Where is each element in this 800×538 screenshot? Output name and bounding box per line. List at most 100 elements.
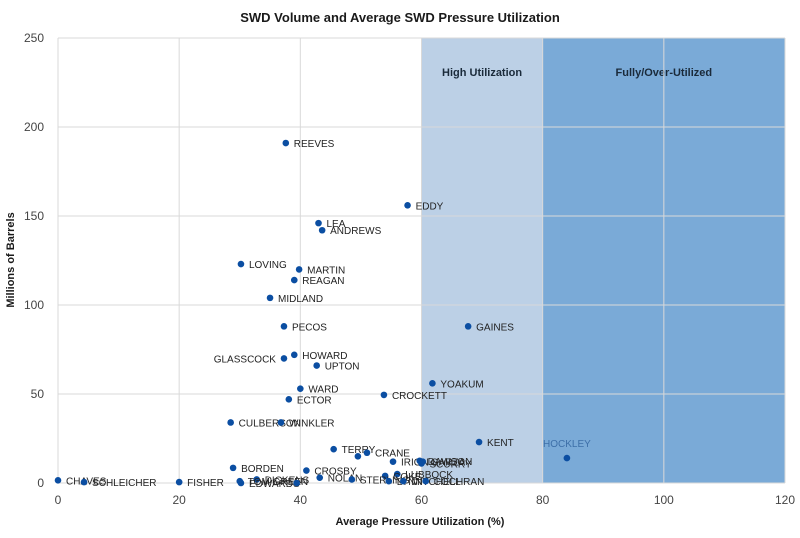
point-label: BORDEN — [241, 464, 284, 475]
data-point — [393, 470, 401, 478]
point-label: ECTOR — [297, 395, 332, 406]
data-point — [418, 460, 425, 467]
data-point — [389, 458, 397, 465]
point-label: HOWARD — [302, 351, 347, 362]
data-point — [318, 226, 326, 234]
point-label: SCHLEICHER — [92, 478, 156, 489]
x-tick-label: 40 — [294, 493, 308, 507]
data-point — [563, 454, 571, 462]
data-point — [175, 478, 183, 486]
point-label: MIDLAND — [278, 294, 323, 305]
data-point — [400, 477, 407, 485]
y-tick-label: 150 — [24, 209, 44, 223]
data-point — [237, 260, 245, 268]
y-tick-label: 100 — [24, 298, 44, 312]
point-label: KENT — [487, 438, 514, 449]
data-point — [380, 391, 388, 399]
point-label: DICKENS — [265, 475, 310, 486]
data-point — [464, 323, 472, 330]
point-label: UPTON — [325, 362, 360, 373]
data-point — [229, 464, 237, 472]
point-label: CULBERSON — [239, 418, 301, 429]
x-axis-title: Average Pressure Utilization (%) — [336, 516, 505, 528]
data-point — [381, 472, 389, 480]
point-label: IRION — [401, 458, 429, 469]
point-label: CROCKETT — [392, 391, 447, 402]
point-label: STERLING — [360, 475, 410, 486]
data-point — [227, 419, 234, 426]
point-label: REEVES — [294, 139, 335, 150]
point-label: FISHER — [187, 478, 224, 489]
data-point — [280, 323, 288, 330]
point-label: TERRY — [342, 445, 376, 456]
chart-title: SWD Volume and Average SWD Pressure Util… — [240, 10, 560, 25]
data-point — [315, 219, 322, 227]
y-tick-label: 250 — [24, 31, 44, 45]
x-tick-label: 100 — [654, 493, 674, 507]
data-point — [290, 276, 298, 284]
point-label: MARTIN — [307, 265, 345, 276]
point-label: YOAKUM — [440, 379, 483, 390]
data-point — [290, 351, 298, 359]
data-point — [354, 453, 362, 460]
point-label: NOLAN — [328, 474, 362, 485]
data-point — [385, 477, 393, 485]
zone-0 — [421, 38, 543, 483]
y-tick-label: 200 — [24, 120, 44, 134]
point-label: HOCKLEY — [543, 439, 591, 450]
data-point — [313, 362, 320, 369]
data-point — [280, 355, 288, 362]
x-tick-label: 60 — [415, 493, 429, 507]
data-point — [237, 479, 245, 487]
point-label: LUBBOCK — [405, 470, 453, 481]
data-point — [404, 202, 411, 209]
data-point — [429, 380, 436, 387]
x-tick-label: 20 — [172, 493, 186, 507]
point-label: TOM GREEN — [248, 477, 308, 488]
data-point — [54, 477, 62, 484]
data-point — [330, 445, 337, 453]
x-tick-label: 80 — [536, 493, 550, 507]
point-label: ANDREWS — [330, 226, 381, 237]
point-label: MITCHELL — [411, 477, 461, 488]
point-label: COKE — [393, 472, 422, 483]
data-point — [277, 419, 285, 426]
point-label: EDDY — [416, 201, 444, 212]
point-label: PECOS — [292, 322, 327, 333]
point-label: GARZA — [431, 458, 466, 469]
data-point — [295, 266, 303, 273]
data-point — [316, 474, 324, 481]
data-point — [348, 476, 356, 483]
data-point — [303, 467, 310, 474]
data-point — [475, 438, 483, 446]
point-label: EDWARDS — [249, 479, 300, 490]
data-point — [253, 476, 261, 483]
data-point — [282, 139, 290, 147]
y-tick-label: 50 — [31, 387, 45, 401]
point-label: CRANE — [375, 449, 410, 460]
point-label: DAWSON — [428, 457, 473, 468]
point-label: LYNN — [397, 477, 423, 488]
y-tick-label: 0 — [37, 476, 44, 490]
point-label: WARD — [308, 385, 338, 396]
point-label: WINKLER — [289, 418, 335, 429]
point-label: GAINES — [476, 322, 514, 333]
data-point — [422, 477, 430, 485]
x-tick-label: 120 — [775, 493, 795, 507]
point-label: SCURRY — [430, 459, 472, 470]
point-label: COCHRAN — [434, 477, 485, 488]
data-point — [285, 396, 293, 403]
data-point — [293, 479, 300, 487]
data-point — [297, 385, 304, 392]
data-point — [80, 478, 88, 486]
data-point — [266, 294, 274, 302]
point-label: CROSBY — [314, 467, 357, 478]
point-label: LEA — [327, 219, 346, 230]
y-axis-title: Millions of Barrels — [5, 212, 17, 307]
point-label: GLASSCOCK — [214, 354, 277, 365]
x-tick-label: 0 — [55, 493, 62, 507]
point-label: LOVING — [249, 260, 287, 271]
point-label: REAGAN — [302, 276, 344, 287]
data-point — [363, 449, 371, 457]
